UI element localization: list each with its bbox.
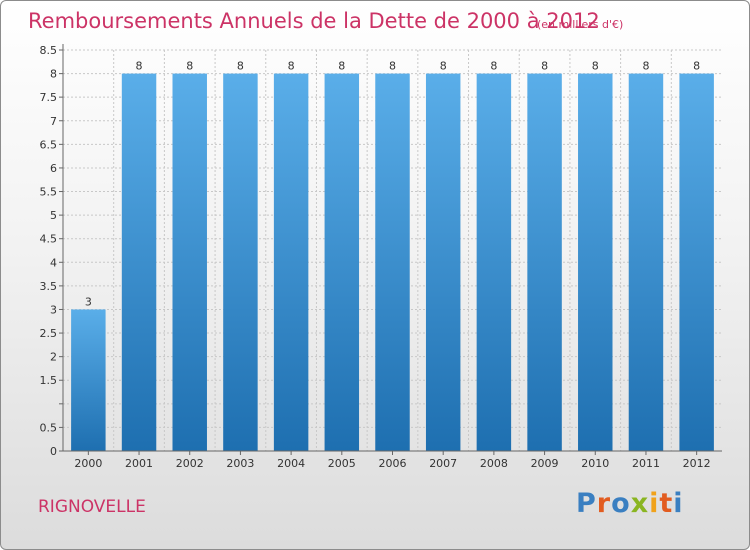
x-tick-label: 2012 — [683, 457, 711, 470]
y-tick-label: 8 — [50, 68, 57, 81]
bar — [324, 73, 360, 452]
x-tick-label: 2005 — [328, 457, 356, 470]
data-label: 8 — [389, 60, 396, 73]
data-label: 8 — [237, 60, 244, 73]
x-tick-label: 2010 — [581, 457, 609, 470]
y-tick-label: 2.5 — [40, 327, 58, 340]
y-tick-label: 3.5 — [40, 280, 58, 293]
bar — [476, 73, 512, 452]
data-label: 8 — [490, 60, 497, 73]
axes: 0 0.5 1.5 2 2.5 3 3.5 4 4.5 5 5.5 6 6.5 7 7.5 8 8.5 2000 2… — [40, 44, 722, 470]
data-label: 8 — [288, 60, 295, 73]
x-tick-label: 2008 — [480, 457, 508, 470]
x-tick-label: 2011 — [632, 457, 660, 470]
y-tick-label: 8.5 — [40, 44, 58, 57]
y-tick-label: 7.5 — [40, 91, 58, 104]
y-tick-label: 0.5 — [40, 421, 58, 434]
bar — [375, 73, 410, 452]
y-tick-label: 3 — [50, 303, 57, 316]
bar — [679, 73, 714, 452]
chart-title: Remboursements Annuels de la Dette de 20… — [28, 9, 600, 33]
logo-letter: o — [611, 488, 631, 519]
data-label: 8 — [541, 60, 548, 73]
data-label: 8 — [440, 60, 447, 73]
logo-letter: i — [673, 488, 684, 519]
bar — [273, 73, 309, 452]
bar — [628, 73, 664, 452]
x-tick-label: 2004 — [277, 457, 305, 470]
chart-unit: (en milliers d'€) — [537, 18, 624, 31]
data-label: 8 — [592, 60, 599, 73]
bar — [425, 73, 461, 452]
bars: 3 8 8 8 8 8 8 8 8 8 8 8 8 — [71, 60, 714, 452]
x-tick-label: 2001 — [125, 457, 153, 470]
logo-letter: r — [596, 488, 612, 519]
y-tick-label: 6 — [50, 162, 57, 175]
x-tick-label: 2006 — [379, 457, 407, 470]
bar — [578, 73, 613, 452]
bar — [527, 73, 562, 452]
y-tick-label: 5 — [50, 209, 57, 222]
x-tick-label: 2000 — [74, 457, 102, 470]
data-label: 8 — [338, 60, 345, 73]
x-tick-label: 2002 — [176, 457, 204, 470]
y-tick-label: 7 — [50, 115, 57, 128]
y-tick-label: 6.5 — [40, 138, 58, 151]
x-tick-label: 2009 — [531, 457, 559, 470]
y-tick-label: 0 — [50, 445, 57, 458]
logo-letter: t — [659, 488, 674, 519]
data-label: 3 — [85, 295, 92, 308]
proxiti-logo: Proxiti — [576, 488, 684, 519]
logo-letter: P — [576, 488, 597, 519]
bar — [121, 73, 157, 452]
data-label: 8 — [642, 60, 649, 73]
bar — [71, 309, 106, 451]
bar — [172, 73, 207, 452]
y-tick-label: 2 — [50, 351, 57, 364]
y-tick-label: 1.5 — [40, 374, 58, 387]
logo-letter: i — [649, 488, 660, 519]
y-tick-label: 5.5 — [40, 186, 58, 199]
bar — [223, 73, 258, 452]
x-tick-label: 2003 — [226, 457, 254, 470]
y-tick-label: 4 — [50, 256, 57, 269]
data-label: 8 — [186, 60, 193, 73]
data-label: 8 — [693, 60, 700, 73]
commune-name: RIGNOVELLE — [38, 497, 146, 517]
logo-letter: x — [630, 488, 650, 519]
x-tick-label: 2007 — [429, 457, 457, 470]
y-tick-label: 4.5 — [40, 233, 58, 246]
data-label: 8 — [136, 60, 143, 73]
